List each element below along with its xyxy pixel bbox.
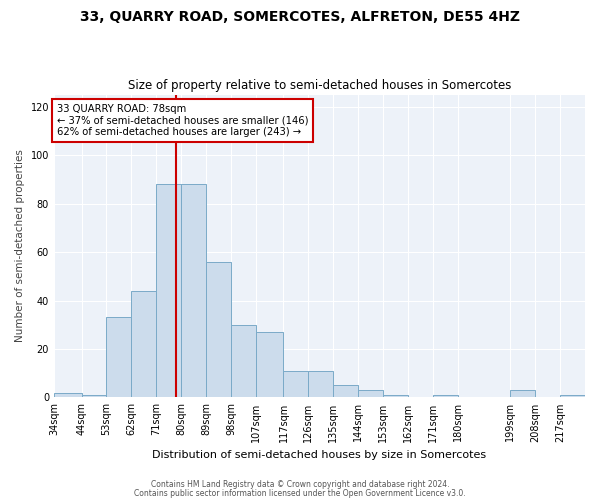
Text: 33, QUARRY ROAD, SOMERCOTES, ALFRETON, DE55 4HZ: 33, QUARRY ROAD, SOMERCOTES, ALFRETON, D… — [80, 10, 520, 24]
Bar — [308, 371, 333, 398]
Bar — [231, 324, 256, 398]
Bar — [206, 262, 231, 398]
Bar — [256, 332, 283, 398]
Text: Contains HM Land Registry data © Crown copyright and database right 2024.: Contains HM Land Registry data © Crown c… — [151, 480, 449, 489]
Text: 33 QUARRY ROAD: 78sqm
← 37% of semi-detached houses are smaller (146)
62% of sem: 33 QUARRY ROAD: 78sqm ← 37% of semi-deta… — [56, 104, 308, 138]
Bar — [106, 318, 131, 398]
Bar — [560, 395, 585, 398]
Bar — [131, 291, 156, 398]
Bar — [358, 390, 383, 398]
Bar — [82, 395, 106, 398]
Text: Contains public sector information licensed under the Open Government Licence v3: Contains public sector information licen… — [134, 488, 466, 498]
Bar — [333, 386, 358, 398]
Bar — [181, 184, 206, 398]
Bar — [511, 390, 535, 398]
X-axis label: Distribution of semi-detached houses by size in Somercotes: Distribution of semi-detached houses by … — [152, 450, 487, 460]
Y-axis label: Number of semi-detached properties: Number of semi-detached properties — [15, 150, 25, 342]
Bar — [383, 395, 408, 398]
Bar — [433, 395, 458, 398]
Title: Size of property relative to semi-detached houses in Somercotes: Size of property relative to semi-detach… — [128, 79, 511, 92]
Bar — [156, 184, 181, 398]
Bar — [283, 371, 308, 398]
Bar — [54, 392, 82, 398]
